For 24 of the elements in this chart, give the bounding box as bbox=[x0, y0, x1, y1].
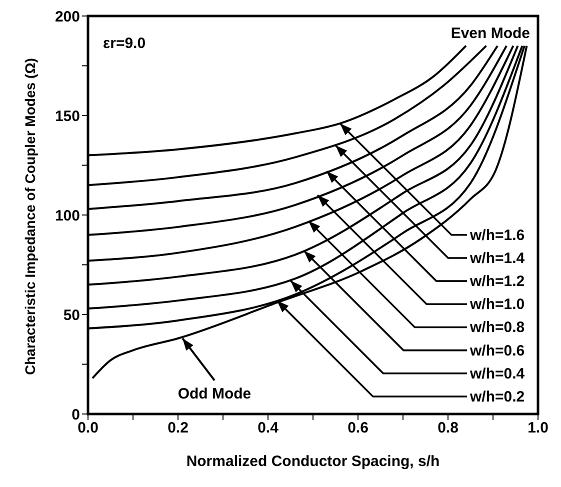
annotation: Odd Mode bbox=[178, 385, 252, 402]
annotation: εr=9.0 bbox=[103, 35, 146, 52]
y-tick-label: 0 bbox=[72, 406, 80, 424]
y-tick-label: 100 bbox=[54, 207, 80, 224]
annotation: w/h=0.4 bbox=[469, 365, 526, 382]
annotation: w/h=1.6 bbox=[469, 226, 525, 244]
y-tick-label: 150 bbox=[54, 108, 80, 125]
y-tick-label: 50 bbox=[63, 306, 80, 324]
annotation: w/h=0.2 bbox=[469, 388, 525, 406]
annotation: w/h=1.0 bbox=[469, 296, 525, 314]
annotation: w/h=0.8 bbox=[469, 319, 525, 336]
y-tick-label: 200 bbox=[54, 8, 80, 26]
x-axis-title: Normalized Conductor Spacing, s/h bbox=[186, 453, 440, 470]
x-tick-label: 0.6 bbox=[348, 420, 368, 437]
x-tick-label: 0.2 bbox=[168, 420, 188, 437]
x-tick-label: 0.8 bbox=[438, 420, 458, 437]
annotation: Even Mode bbox=[450, 25, 530, 42]
annotation: w/h=1.4 bbox=[469, 250, 526, 267]
annotation: w/h=1.2 bbox=[469, 273, 525, 290]
x-tick-label: 1.0 bbox=[528, 420, 548, 437]
y-axis-title: Characteristic Impedance of Coupler Modes (Ω) bbox=[22, 58, 38, 375]
x-tick-label: 0.4 bbox=[258, 420, 280, 437]
x-tick-label: 0.0 bbox=[78, 420, 98, 437]
annotation: w/h=0.6 bbox=[469, 342, 525, 360]
